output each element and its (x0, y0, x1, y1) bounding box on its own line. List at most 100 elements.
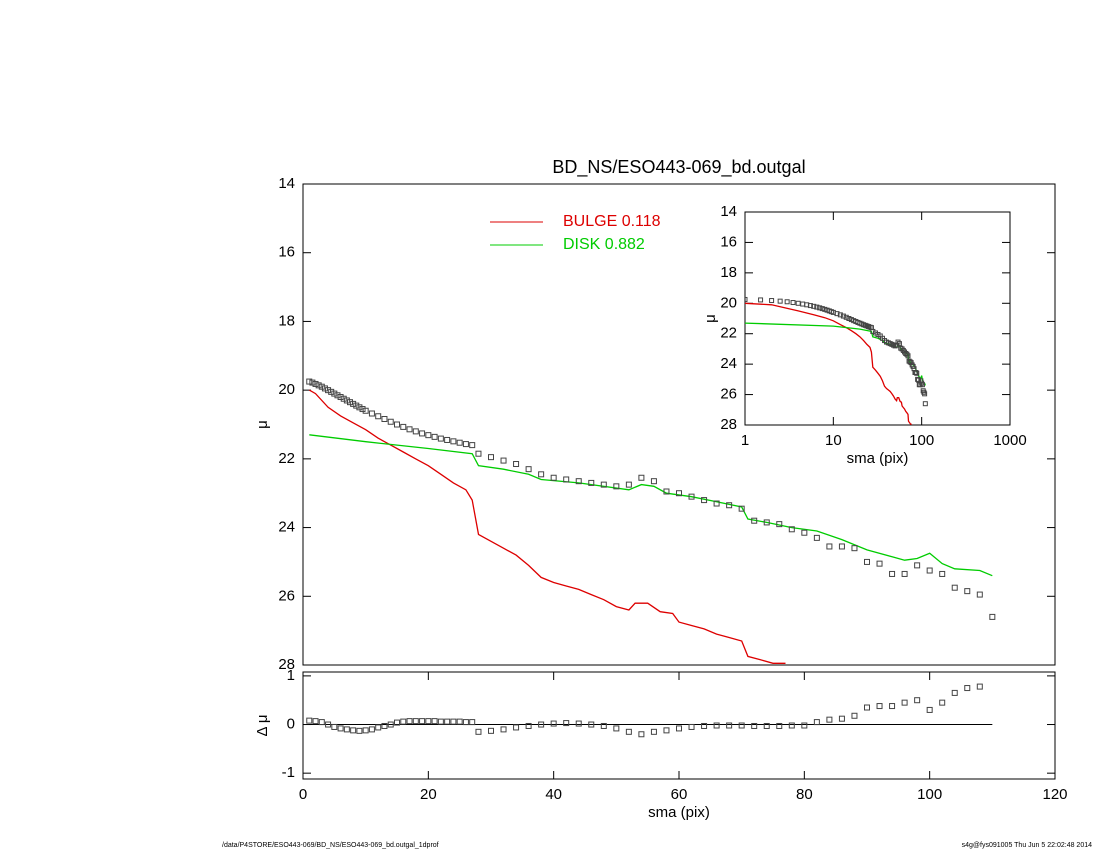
data-point (751, 517, 758, 524)
data-point (790, 300, 796, 306)
data-point (905, 353, 911, 359)
residual-point (419, 718, 426, 725)
data-point (800, 301, 806, 307)
data-point (801, 529, 808, 536)
data-point (456, 439, 463, 446)
x-tick-label: 100 (917, 786, 942, 803)
data-point (613, 483, 620, 490)
residual-point (475, 728, 482, 735)
residual-point (613, 725, 620, 732)
y-tick-label: 22 (720, 325, 737, 342)
data-point (776, 521, 783, 528)
data-point (663, 488, 670, 495)
y-tick-label: 24 (720, 355, 737, 372)
data-point (387, 418, 394, 425)
residual-point (375, 724, 382, 731)
data-point (362, 407, 369, 414)
residual-point (368, 726, 375, 733)
residual-point (964, 685, 971, 692)
y-tick-label: 28 (278, 656, 295, 673)
model-line (308, 389, 786, 664)
data-point (763, 519, 770, 526)
residual-point (763, 722, 770, 729)
residual-point (588, 721, 595, 728)
residual-point (638, 731, 645, 738)
residual-point (914, 697, 921, 704)
y-tick-label: 18 (278, 312, 295, 329)
data-point (437, 435, 444, 442)
data-point (488, 454, 494, 461)
data-point (353, 402, 360, 409)
data-point (989, 613, 996, 620)
data-point (500, 457, 507, 464)
model-line (745, 322, 926, 386)
y-tick-label: 26 (720, 386, 737, 403)
residual-point (688, 723, 695, 730)
model-line (745, 302, 912, 425)
residual-point (394, 719, 400, 726)
data-point (306, 378, 313, 385)
data-point (321, 385, 328, 392)
data-point (795, 300, 801, 306)
data-point (431, 433, 438, 440)
data-point (926, 567, 933, 574)
x-tick-label: 100 (909, 432, 934, 449)
data-point (876, 560, 883, 567)
data-point (777, 298, 783, 304)
data-point (864, 558, 870, 565)
y-tick-label: 18 (720, 264, 737, 281)
residual-point (444, 718, 451, 725)
residual-point (500, 726, 507, 733)
residual-point (738, 722, 745, 729)
y-tick-label: 14 (720, 203, 737, 220)
residual-point (563, 720, 570, 727)
y-tick-label: 20 (720, 294, 737, 311)
footer-path: /data/P4STORE/ESO443-069/BD_NS/ESO443-06… (222, 842, 439, 849)
residual-point (788, 722, 795, 729)
data-point (412, 428, 419, 435)
x-tick-label: 20 (420, 786, 437, 803)
residual-point (437, 718, 444, 725)
data-point (381, 416, 388, 423)
data-point (738, 505, 745, 512)
data-point (325, 387, 332, 394)
residual-point (751, 722, 758, 729)
residual-point (469, 719, 476, 726)
data-point (922, 391, 928, 397)
data-point (964, 588, 971, 595)
data-point (356, 404, 363, 411)
data-point (826, 543, 833, 550)
data-point (513, 461, 520, 468)
data-point (922, 401, 928, 407)
residual-point (525, 722, 532, 729)
residual-point (538, 721, 545, 728)
residual-point (826, 716, 833, 723)
residual-point (976, 683, 983, 690)
data-point (419, 430, 426, 437)
data-point (843, 314, 849, 320)
data-point (538, 471, 545, 478)
data-point (688, 493, 695, 500)
residual-point (387, 721, 394, 728)
data-point (315, 382, 322, 389)
data-point (726, 502, 733, 509)
y-tick-label: 28 (720, 416, 737, 433)
data-point (976, 591, 983, 598)
residual-point (318, 719, 325, 726)
data-point (334, 392, 341, 399)
plot-area (306, 683, 993, 738)
data-point (813, 534, 820, 541)
y-tick-label: 0 (287, 715, 295, 732)
data-point (337, 394, 344, 401)
data-point (784, 299, 790, 305)
residual-point (450, 718, 457, 725)
y-tick-label: 16 (278, 244, 295, 261)
data-point (745, 296, 748, 302)
data-point (400, 423, 407, 430)
residual-point (939, 699, 946, 706)
residual-point (456, 718, 463, 725)
residual-point (350, 727, 357, 734)
residual-point (312, 718, 319, 725)
plot-area (745, 296, 928, 425)
y-tick-label: 22 (278, 450, 295, 467)
